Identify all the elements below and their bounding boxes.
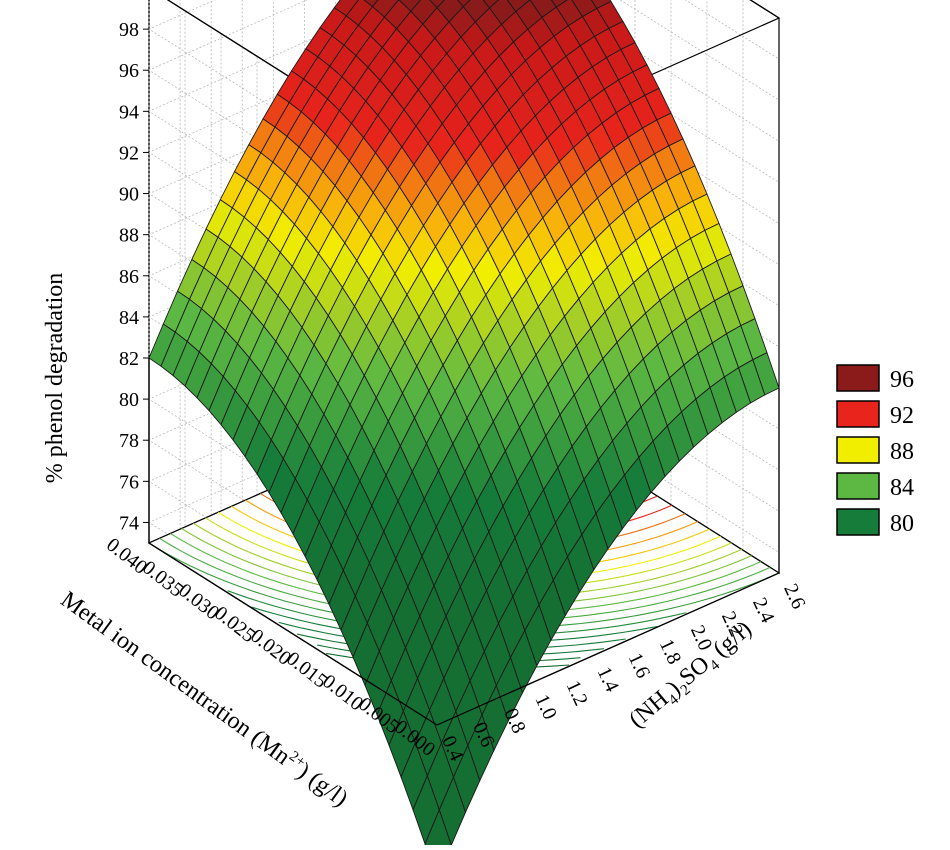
legend-label: 84 — [890, 475, 914, 501]
legend-label: 88 — [890, 439, 914, 465]
box-edge — [436, 572, 780, 726]
legend-swatch — [836, 436, 880, 464]
x-tick-label: 2.6 — [779, 580, 810, 612]
surface-cell — [482, 0, 500, 9]
legend-label: 92 — [890, 403, 914, 429]
surface-cell — [456, 0, 471, 8]
front-box-edges — [148, 358, 780, 726]
z-tick-label: 98 — [119, 19, 139, 41]
x-tick-label: 2.4 — [748, 594, 779, 626]
top-frame — [166, 0, 781, 171]
axis-title-part: Metal ion concentration (Mn — [56, 587, 295, 771]
x-tick-label: 1.4 — [593, 663, 624, 695]
x-tick-label: 1.2 — [562, 677, 593, 709]
x-tick-label: 1.0 — [530, 691, 561, 723]
axis-title-part: 2+ — [286, 748, 308, 770]
z-tick-label: 84 — [119, 307, 139, 329]
axis-title-part: ) (g/l) — [292, 759, 352, 813]
z-tick-label: 88 — [119, 225, 139, 247]
z-tick-label: 82 — [119, 348, 139, 370]
z-axis-title: % phenol degradation — [42, 273, 68, 484]
legend-label: 96 — [890, 367, 914, 393]
legend-swatch — [836, 472, 880, 500]
legend-swatch — [836, 400, 880, 428]
z-tick-label: 86 — [119, 266, 139, 288]
z-tick-label: 80 — [119, 389, 139, 411]
z-tick-label: 78 — [119, 430, 139, 452]
legend-swatch — [836, 364, 880, 392]
z-tick-label: 76 — [119, 471, 139, 493]
z-tick-label: 96 — [119, 60, 139, 82]
axis-title-part: (NH — [624, 686, 673, 733]
z-tick-label: 74 — [119, 512, 139, 534]
legend-label: 80 — [890, 511, 914, 537]
x-tick-label: 1.6 — [624, 650, 655, 682]
z-tick-label: 90 — [119, 184, 139, 206]
legend-swatch — [836, 508, 880, 536]
z-tick-label: 92 — [119, 142, 139, 164]
surface-cell — [429, 0, 446, 9]
z-tick-label: 94 — [119, 101, 139, 123]
surface-cell — [424, 808, 452, 850]
legend: 96 92 88 84 80 — [836, 364, 914, 537]
x-tick-label: 1.8 — [655, 636, 686, 668]
response-surface — [148, 0, 780, 850]
box-edge — [148, 542, 438, 726]
